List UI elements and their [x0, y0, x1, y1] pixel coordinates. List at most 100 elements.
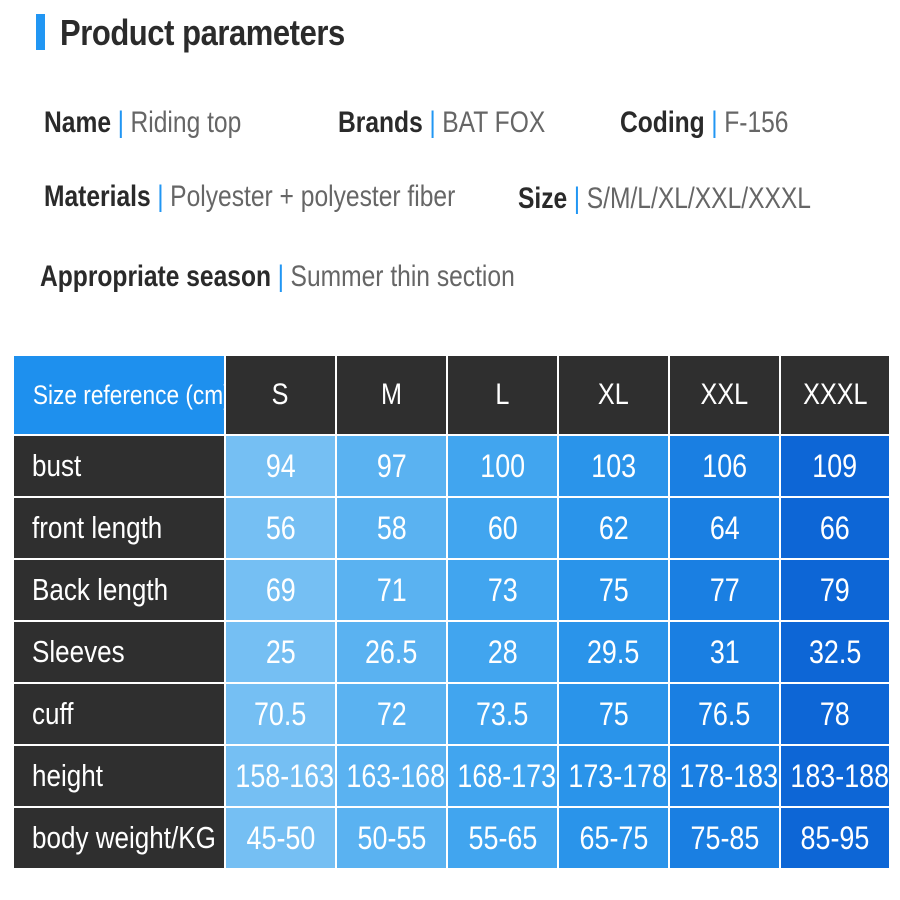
table-cell: 60	[446, 496, 559, 560]
cell-value: 66	[820, 509, 850, 546]
param-name-key: Name	[44, 106, 112, 139]
param-name-value: Riding top	[130, 106, 242, 139]
table-cell: 71	[335, 558, 448, 622]
column-header-xxxl: XXXL	[779, 354, 891, 436]
table-cell: 85-95	[779, 806, 891, 870]
row-label: Sleeves	[32, 634, 125, 669]
column-header-s: S	[224, 354, 337, 436]
table-row: bust 94 97 100 103 106 109	[12, 434, 891, 498]
column-header-label: XXXL	[802, 378, 868, 411]
cell-value: 79	[820, 571, 850, 608]
table-row: Sleeves 25 26.5 28 29.5 31 32.5	[12, 620, 891, 684]
cell-value: 58	[376, 509, 407, 546]
table-cell: 25	[224, 620, 337, 684]
column-header-label: XXL	[700, 378, 749, 411]
table-corner-text: Size reference (cm)	[32, 379, 225, 410]
param-name: Name | Riding top	[44, 103, 241, 143]
row-label-cell: Sleeves	[12, 620, 226, 684]
cell-value: 75-85	[690, 819, 759, 856]
cell-value: 25	[265, 633, 296, 670]
param-name-separator: |	[117, 106, 124, 139]
table-cell: 72	[335, 682, 448, 746]
table-cell: 73	[446, 558, 559, 622]
cell-value: 73	[487, 571, 518, 608]
cell-value: 71	[376, 571, 407, 608]
table-row: body weight/KG 45-50 50-55 55-65 65-75 75-85 8…	[12, 806, 891, 870]
param-size-key: Size	[518, 182, 568, 215]
table-cell: 58	[335, 496, 448, 560]
column-header-xl: XL	[557, 354, 670, 436]
table-corner-label: Size reference (cm)	[12, 354, 226, 436]
row-label: body weight/KG	[32, 820, 216, 855]
param-brands-value: BAT FOX	[442, 106, 546, 139]
table-cell: 94	[224, 434, 337, 498]
row-label: bust	[32, 448, 82, 483]
row-label: Back length	[32, 572, 169, 607]
row-label: height	[32, 758, 103, 793]
table-cell: 62	[557, 496, 670, 560]
cell-value: 28	[487, 633, 518, 670]
cell-value: 75	[598, 571, 629, 608]
param-materials-separator: |	[157, 180, 164, 213]
cell-value: 76.5	[698, 695, 751, 732]
param-coding-key: Coding	[620, 106, 705, 139]
table-cell: 31	[668, 620, 781, 684]
table-cell: 79	[779, 558, 891, 622]
cell-value: 62	[598, 509, 629, 546]
column-header-label: L	[495, 378, 510, 411]
param-brands: Brands | BAT FOX	[338, 103, 545, 143]
cell-value: 100	[480, 447, 525, 484]
row-label: front length	[32, 510, 163, 545]
column-header-label: M	[381, 378, 402, 411]
cell-value: 72	[376, 695, 407, 732]
cell-value: 77	[709, 571, 740, 608]
table-cell: 183-188	[779, 744, 891, 808]
cell-value: 75	[598, 695, 629, 732]
table-cell: 56	[224, 496, 337, 560]
param-coding-separator: |	[711, 106, 718, 139]
column-header-l: L	[446, 354, 559, 436]
row-label: cuff	[32, 696, 74, 731]
cell-value: 168-173	[457, 757, 557, 794]
column-header-xxl: XXL	[668, 354, 781, 436]
cell-value: 97	[376, 447, 407, 484]
param-coding: Coding | F-156	[620, 103, 788, 143]
row-label-cell: front length	[12, 496, 226, 560]
table-cell: 163-168	[335, 744, 448, 808]
table-cell: 178-183	[668, 744, 781, 808]
cell-value: 78	[820, 695, 850, 732]
table-cell: 109	[779, 434, 891, 498]
table-cell: 70.5	[224, 682, 337, 746]
table-cell: 65-75	[557, 806, 670, 870]
param-materials-key: Materials	[44, 180, 151, 213]
column-header-label: S	[272, 378, 289, 411]
cell-value: 55-65	[468, 819, 537, 856]
cell-value: 26.5	[365, 633, 418, 670]
table-header-row: Size reference (cm) S M L XL XXL XXXL	[12, 354, 891, 436]
table-cell: 73.5	[446, 682, 559, 746]
cell-value: 103	[591, 447, 636, 484]
cell-value: 158-163	[235, 757, 335, 794]
table-cell: 100	[446, 434, 559, 498]
cell-value: 85-95	[800, 819, 870, 856]
table-cell: 28	[446, 620, 559, 684]
cell-value: 173-178	[568, 757, 668, 794]
param-brands-separator: |	[429, 106, 436, 139]
cell-value: 32.5	[808, 633, 862, 670]
cell-value: 45-50	[246, 819, 315, 856]
page-title: Product parameters	[60, 12, 345, 53]
cell-value: 31	[709, 633, 740, 670]
cell-value: 50-55	[357, 819, 426, 856]
cell-value: 163-168	[346, 757, 446, 794]
table-cell: 26.5	[335, 620, 448, 684]
param-size-separator: |	[573, 182, 581, 215]
table-cell: 45-50	[224, 806, 337, 870]
table-cell: 103	[557, 434, 670, 498]
cell-value: 70.5	[254, 695, 307, 732]
table-cell: 75	[557, 682, 670, 746]
size-reference-table: Size reference (cm) S M L XL XXL XXXL bu…	[12, 354, 891, 870]
cell-value: 109	[812, 447, 858, 484]
row-label-cell: height	[12, 744, 226, 808]
param-season-value: Summer thin section	[290, 260, 515, 293]
cell-value: 56	[265, 509, 296, 546]
